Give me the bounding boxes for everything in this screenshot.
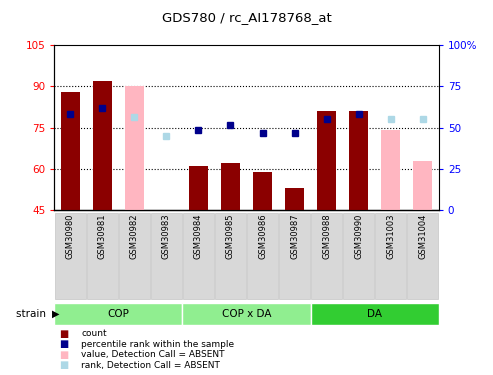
Bar [125, 86, 144, 210]
Text: GDS780 / rc_AI178768_at: GDS780 / rc_AI178768_at [162, 11, 331, 24]
Bar [343, 213, 374, 299]
Text: GSM30986: GSM30986 [258, 214, 267, 259]
Text: ■: ■ [59, 350, 69, 360]
Bar [285, 188, 304, 210]
Bar [157, 210, 176, 331]
Text: GSM30985: GSM30985 [226, 214, 235, 259]
Text: GSM30983: GSM30983 [162, 214, 171, 259]
Bar [381, 130, 400, 210]
Bar [119, 213, 150, 299]
Bar [407, 213, 438, 299]
Bar [189, 166, 208, 210]
Bar [413, 160, 432, 210]
Text: rank, Detection Call = ABSENT: rank, Detection Call = ABSENT [81, 361, 220, 370]
Bar [151, 213, 182, 299]
Text: percentile rank within the sample: percentile rank within the sample [81, 340, 235, 349]
Bar [183, 213, 214, 299]
Text: value, Detection Call = ABSENT: value, Detection Call = ABSENT [81, 350, 225, 359]
Text: count: count [81, 329, 107, 338]
Bar [253, 171, 272, 210]
Bar [311, 213, 342, 299]
Text: GSM30980: GSM30980 [66, 214, 75, 259]
Bar [375, 213, 406, 299]
Bar [215, 213, 246, 299]
Bar [55, 213, 86, 299]
Text: ▶: ▶ [52, 309, 59, 319]
Bar [221, 163, 240, 210]
Bar [93, 81, 112, 210]
Bar [54, 303, 182, 325]
Text: strain: strain [16, 309, 49, 319]
Text: DA: DA [367, 309, 382, 319]
Text: GSM30988: GSM30988 [322, 214, 331, 259]
Text: ■: ■ [59, 329, 69, 339]
Bar [349, 111, 368, 210]
Bar [87, 213, 118, 299]
Text: COP x DA: COP x DA [222, 309, 271, 319]
Text: GSM30984: GSM30984 [194, 214, 203, 259]
Text: GSM30982: GSM30982 [130, 214, 139, 259]
Text: GSM30987: GSM30987 [290, 214, 299, 259]
Bar [311, 303, 439, 325]
Bar [247, 213, 278, 299]
Text: GSM30981: GSM30981 [98, 214, 107, 259]
Text: ■: ■ [59, 339, 69, 349]
Bar [279, 213, 310, 299]
Text: GSM31003: GSM31003 [386, 214, 395, 259]
Bar [182, 303, 311, 325]
Bar [61, 92, 80, 210]
Text: ■: ■ [59, 360, 69, 370]
Text: GSM31004: GSM31004 [418, 214, 427, 259]
Bar [317, 111, 336, 210]
Text: GSM30990: GSM30990 [354, 214, 363, 259]
Text: COP: COP [107, 309, 129, 319]
